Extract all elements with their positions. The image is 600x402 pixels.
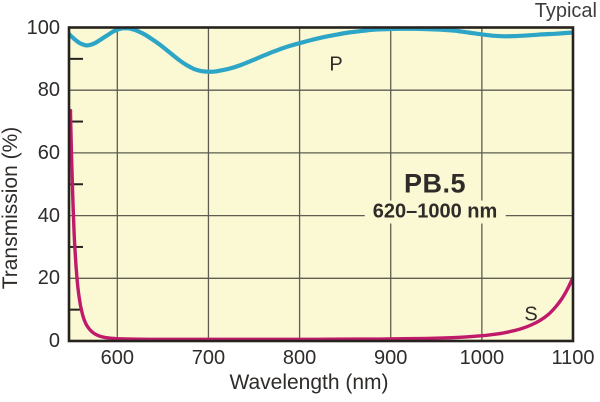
s-curve [69,108,573,341]
y-tick-label: 40 [37,204,60,227]
y-tick-label: 80 [37,79,60,102]
x-tick-label: 1000 [459,347,505,369]
x-tick-label: 600 [100,347,134,369]
product-name: PB.5 [403,168,467,199]
chart-title: Typical [534,0,597,22]
x-tick-label: 1100 [551,347,595,369]
x-tick-label: 900 [374,347,408,369]
x-tick-label: 800 [282,347,317,369]
s-curve-label: S [524,303,538,326]
p-curve-label: P [329,53,343,76]
y-tick-label: 100 [26,16,60,39]
product-range: 620–1000 nm [364,200,506,224]
y-tick-label: 20 [37,267,60,290]
y-tick-label: 0 [48,330,60,352]
p-curve [69,27,573,74]
plot-border [67,26,575,343]
x-axis-title: Wavelength (nm) [229,371,389,394]
y-tick-label: 60 [37,141,60,164]
plot-area [69,27,573,341]
x-tick-label: 700 [191,347,226,369]
